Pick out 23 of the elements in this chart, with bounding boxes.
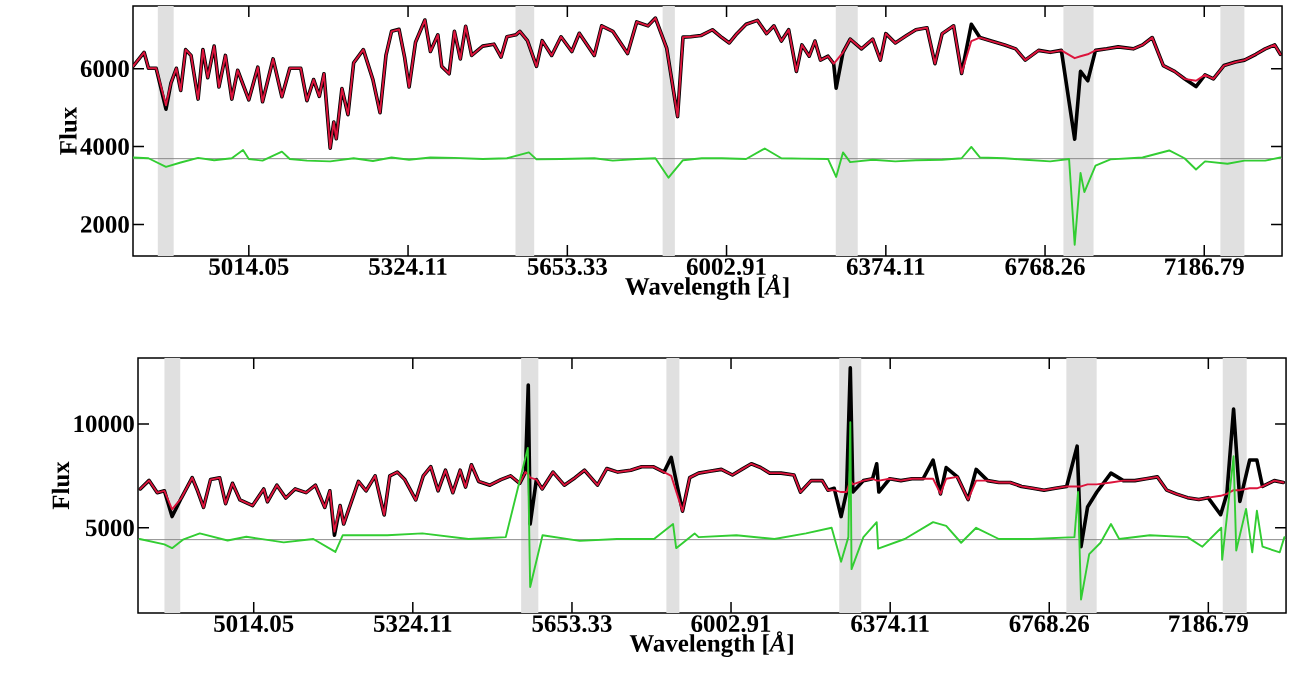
x-tick-label: 6374.11	[851, 615, 929, 633]
x-tick-label: 5653.33	[527, 258, 607, 276]
y-tick-label: 2000	[81, 216, 129, 233]
y-axis-title: Flux	[51, 461, 70, 510]
x-tick-label: 7186.79	[1165, 258, 1244, 276]
x-tick-label: 5324.11	[369, 258, 447, 276]
x-tick-label: 5014.05	[214, 615, 294, 633]
y-tick-label: 5000	[85, 519, 134, 537]
y-tick-label: 6000	[80, 60, 129, 78]
x-tick-label: 7186.79	[1169, 615, 1248, 633]
x-tick-label: 6002.91	[691, 615, 771, 633]
x-axis-title: Wavelength [Å]	[629, 631, 793, 658]
x-axis-title: Wavelength [Å]	[625, 274, 789, 301]
x-tick-label: 5324.11	[374, 615, 452, 633]
y-axis-title: Flux	[59, 106, 77, 155]
x-tick-label: 6768.26	[1005, 258, 1085, 276]
x-tick-label: 6374.11	[846, 258, 925, 276]
x-tick-label: 6768.26	[1009, 615, 1089, 633]
x-tick-label: 6002.91	[686, 258, 766, 276]
x-tick-label: 5653.33	[532, 615, 612, 633]
y-tick-label: 10000	[74, 415, 134, 433]
y-tick-label: 4000	[80, 138, 129, 155]
x-tick-label: 5014.05	[209, 258, 289, 276]
